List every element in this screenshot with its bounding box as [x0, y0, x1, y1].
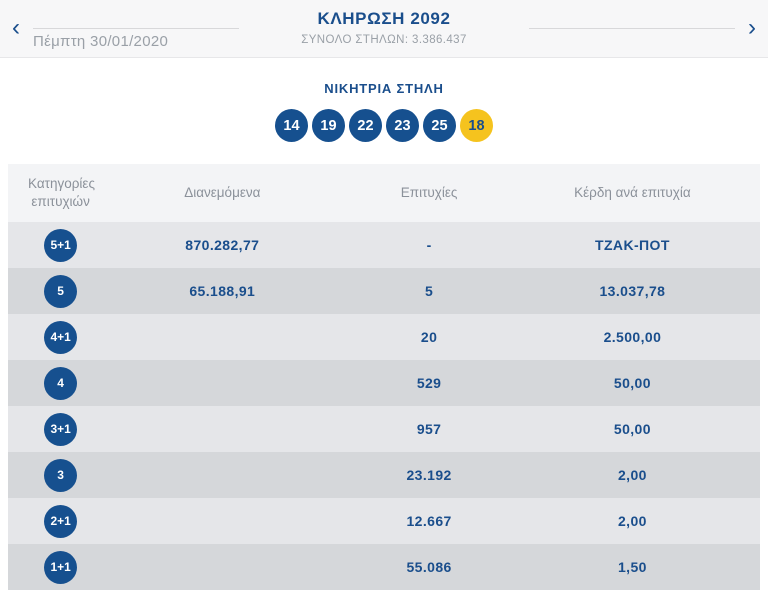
draw-date: Πέμπτη 30/01/2020 [33, 33, 169, 50]
cell-winners: 12.667 [406, 513, 452, 529]
cell-prize: 2,00 [617, 467, 647, 483]
table-row: 3+1 957 50,00 [8, 406, 760, 452]
category-badge: 4+1 [44, 320, 78, 354]
cell-prize: 2,00 [617, 513, 647, 529]
category-badge: 2+1 [44, 504, 78, 538]
cell-winners: 957 [416, 421, 442, 437]
cell-winners: 55.086 [406, 559, 452, 575]
cell-winners: 23.192 [406, 467, 452, 483]
table-row: 2+1 12.667 2,00 [8, 498, 760, 544]
winning-column-title: ΝΙΚΗΤΡΙΑ ΣΤΗΛΗ [324, 81, 444, 96]
cell-winners: 20 [420, 329, 438, 345]
winning-number-ball: 14 [275, 109, 308, 142]
cell-winners: 5 [425, 283, 434, 299]
cell-prize: ΤΖΑΚ-ΠΟΤ [595, 237, 670, 253]
cell-prize: 50,00 [613, 421, 651, 437]
bonus-number-ball: 18 [460, 109, 493, 142]
previous-draw-chevron-icon[interactable]: ‹ [12, 14, 20, 41]
winning-number-ball: 23 [386, 109, 419, 142]
cell-distributed: 870.282,77 [185, 237, 260, 253]
winning-number-ball: 25 [423, 109, 456, 142]
table-row: 5+1 870.282,77 - ΤΖΑΚ-ΠΟΤ [8, 222, 760, 268]
table-row: 1+1 55.086 1,50 [8, 544, 760, 590]
total-columns-label: ΣΥΝΟΛΟ ΣΤΗΛΩΝ: 3.386.437 [301, 34, 467, 46]
category-badge: 4 [44, 366, 78, 400]
cell-winners: - [426, 237, 432, 253]
table-row: 5 65.188,91 5 13.037,78 [8, 268, 760, 314]
cell-prize: 1,50 [617, 559, 647, 575]
winning-numbers: 14 19 22 23 25 18 [0, 109, 768, 142]
header-cell-prize: Κέρδη ανά επιτυχία [574, 184, 691, 200]
cell-distributed: 65.188,91 [189, 283, 256, 299]
draw-navigation-bar: ‹ Πέμπτη 30/01/2020 ΚΛΗΡΩΣΗ 2092 ΣΥΝΟΛΟ … [0, 0, 768, 58]
table-row: 4+1 20 2.500,00 [8, 314, 760, 360]
category-badge: 5+1 [44, 228, 78, 262]
category-badge: 3+1 [44, 412, 78, 446]
draw-header: ΚΛΗΡΩΣΗ 2092 ΣΥΝΟΛΟ ΣΤΗΛΩΝ: 3.386.437 [0, 9, 768, 46]
left-divider-line [33, 28, 239, 29]
winning-column-section: ΝΙΚΗΤΡΙΑ ΣΤΗΛΗ 14 19 22 23 25 18 [0, 58, 768, 157]
table-row: 3 23.192 2,00 [8, 452, 760, 498]
cell-prize: 50,00 [613, 375, 651, 391]
header-cell-categories: Κατηγορίες επιτυχιών [28, 175, 95, 209]
right-divider-line [529, 28, 735, 29]
header-cell-distributed: Διανεμόμενα [184, 184, 261, 200]
header-cell-winners: Επιτυχίες [400, 184, 458, 200]
results-table: Κατηγορίες επιτυχιών Διανεμόμενα Επιτυχί… [8, 164, 760, 590]
cell-prize: 13.037,78 [599, 283, 666, 299]
winning-number-ball: 19 [312, 109, 345, 142]
draw-title: ΚΛΗΡΩΣΗ 2092 [317, 9, 451, 28]
cell-winners: 529 [416, 375, 442, 391]
category-badge: 3 [44, 458, 78, 492]
table-row: 4 529 50,00 [8, 360, 760, 406]
winning-number-ball: 22 [349, 109, 382, 142]
next-draw-chevron-icon[interactable]: › [748, 14, 756, 41]
category-badge: 1+1 [44, 550, 78, 584]
category-badge: 5 [44, 274, 78, 308]
table-header-row: Κατηγορίες επιτυχιών Διανεμόμενα Επιτυχί… [8, 164, 760, 222]
cell-prize: 2.500,00 [603, 329, 662, 345]
